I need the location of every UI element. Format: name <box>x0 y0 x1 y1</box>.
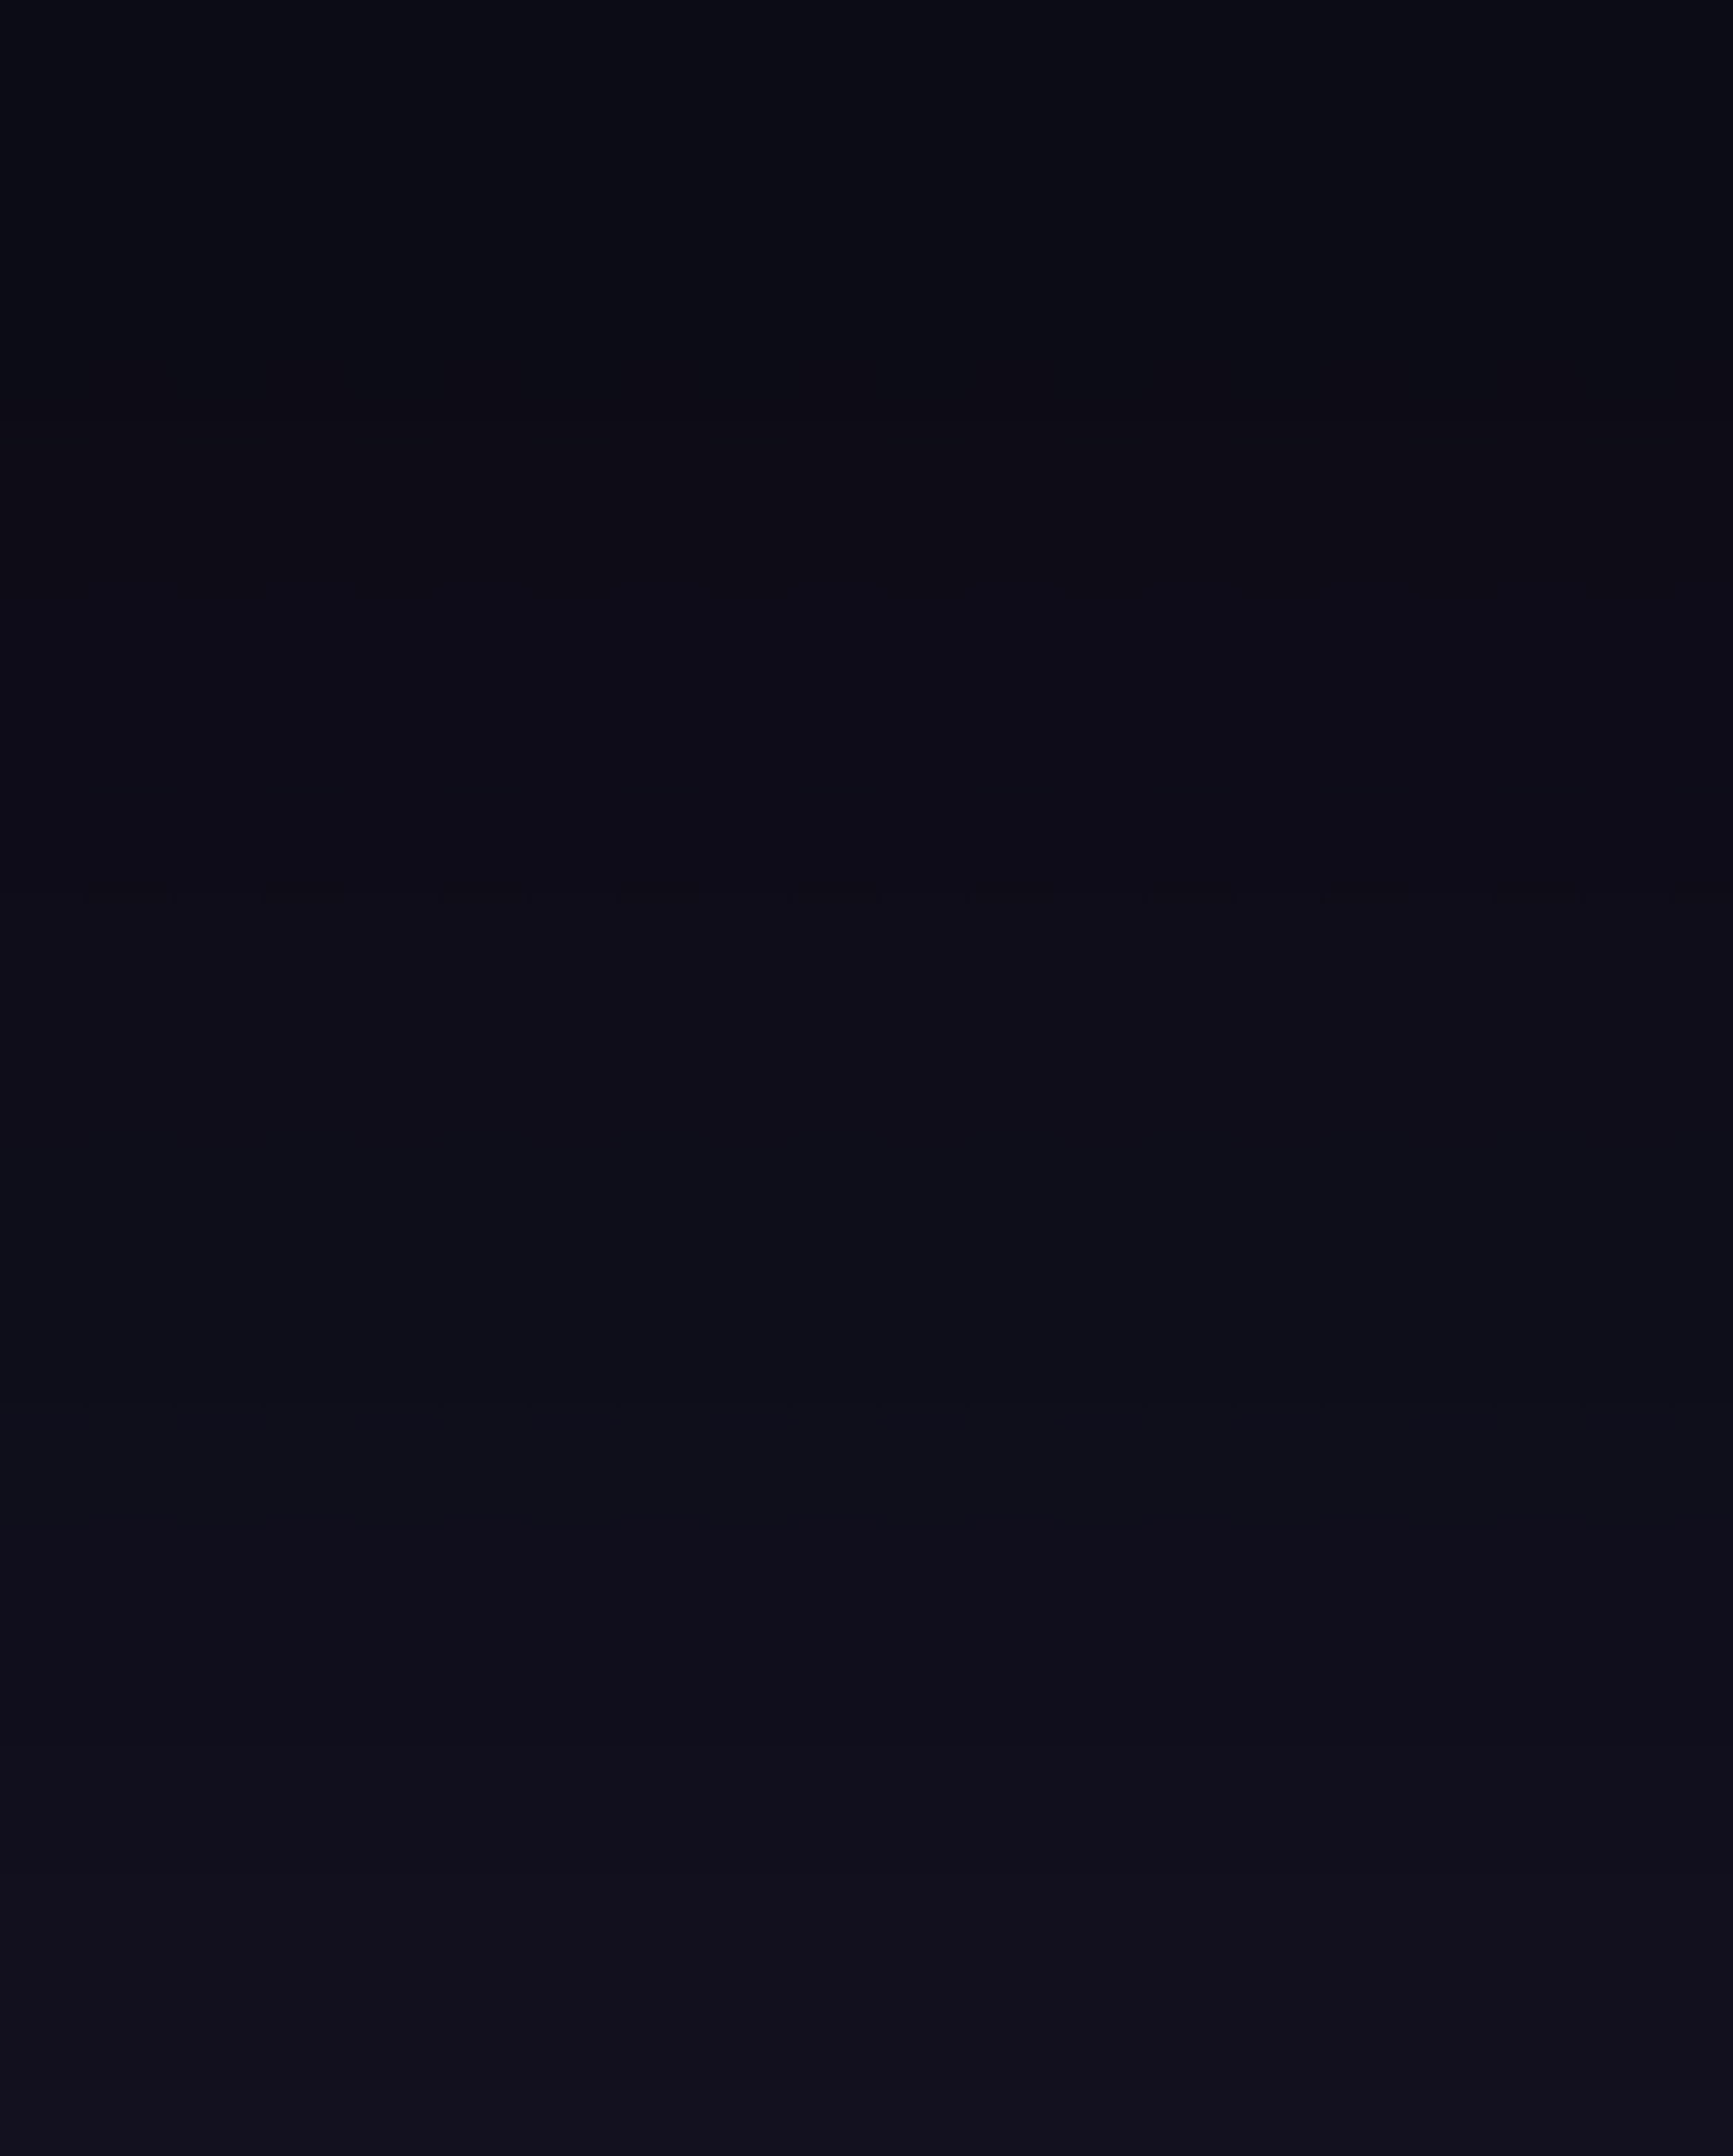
dashboard-canvas <box>0 0 1733 2156</box>
